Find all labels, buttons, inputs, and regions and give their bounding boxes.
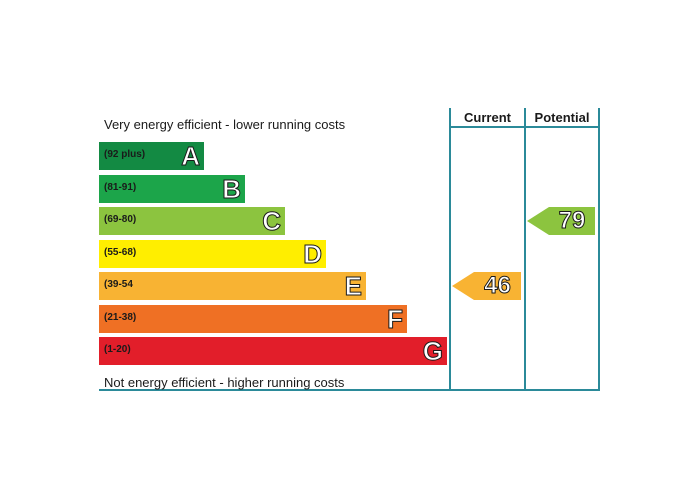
potential-rating-arrow: 79 [527, 207, 595, 235]
band-range-label: (81-91) [104, 182, 137, 193]
band-letter: E [344, 271, 362, 301]
band-range-label: (21-38) [104, 312, 137, 323]
frame-divider-right [598, 108, 600, 391]
band-range-label: (39-54 [104, 279, 133, 290]
band-letter: G [422, 336, 443, 366]
current-rating-arrow: 46 [452, 272, 521, 300]
band-range-label: (1-20) [104, 344, 131, 355]
frame-bottom-line [99, 389, 600, 391]
band-range-label: (55-68) [104, 247, 137, 258]
bottom-caption: Not energy efficient - higher running co… [104, 375, 345, 390]
band-letter: B [222, 174, 242, 204]
band-g: (1-20) G [99, 336, 447, 366]
band-letter: F [387, 304, 404, 334]
current-rating-value: 46 [484, 272, 512, 300]
band-c: (69-80) C [99, 206, 285, 236]
band-letter: A [181, 141, 201, 171]
band-e: (39-54 E [99, 271, 366, 301]
top-caption: Very energy efficient - lower running co… [104, 117, 346, 132]
band-b: (81-91) B [99, 174, 245, 204]
current-column-header: Current [464, 110, 511, 125]
band-range-label: (92 plus) [104, 149, 146, 160]
band-d: (55-68) D [99, 239, 326, 269]
header-underline [449, 126, 600, 128]
band-letter: C [262, 206, 282, 236]
band-a: (92 plus) A [99, 141, 204, 171]
potential-column-header: Potential [534, 110, 590, 125]
frame-divider-middle [524, 108, 526, 391]
frame-divider-left [449, 108, 451, 391]
potential-rating-value: 79 [558, 207, 586, 235]
band-f: (21-38) F [99, 304, 407, 334]
band-letter: D [303, 239, 323, 269]
band-range-label: (69-80) [104, 214, 137, 225]
